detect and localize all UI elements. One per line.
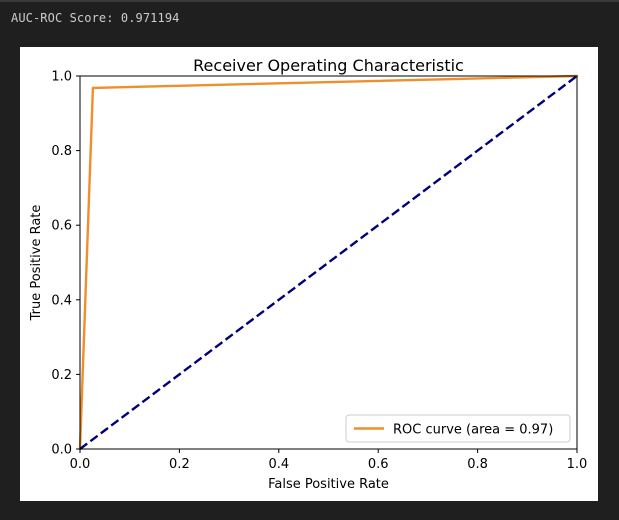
x-tick-label: 0.2 [169, 457, 190, 472]
x-tick-label: 1.0 [567, 457, 588, 472]
roc-figure: 0.0 0.2 0.4 0.6 0.8 1.0 0.0 0.2 0.4 0.6 0.8 1.0 Rece… [20, 47, 598, 501]
x-tick-label: 0.6 [368, 457, 389, 472]
y-axis-label: True Positive Rate [29, 205, 44, 322]
y-tick-label: 0.6 [51, 219, 72, 234]
y-tick-label: 0.8 [51, 144, 72, 159]
x-tick-label: 0.0 [70, 457, 91, 472]
diagonal-reference-line [79, 75, 578, 450]
cell-output-text: AUC-ROC Score: 0.971194 [11, 11, 180, 25]
chart-title: Receiver Operating Characteristic [193, 56, 464, 75]
y-tick-label: 1.0 [51, 70, 72, 85]
x-tick-label: 0.8 [467, 457, 488, 472]
y-tick-label: 0.2 [51, 368, 72, 383]
y-tick-label: 0.4 [51, 293, 72, 308]
y-tick-label: 0.0 [51, 443, 72, 458]
x-axis-label: False Positive Rate [268, 477, 389, 492]
window-top-border [0, 0, 619, 2]
roc-curve-line [78, 74, 579, 451]
roc-chart: 0.0 0.2 0.4 0.6 0.8 1.0 0.0 0.2 0.4 0.6 0.8 1.0 Rece… [29, 56, 588, 492]
plot-frame [79, 75, 578, 450]
legend-box [345, 414, 571, 443]
legend-label: ROC curve (area = 0.97) [393, 423, 553, 438]
x-tick-label: 0.4 [268, 457, 289, 472]
